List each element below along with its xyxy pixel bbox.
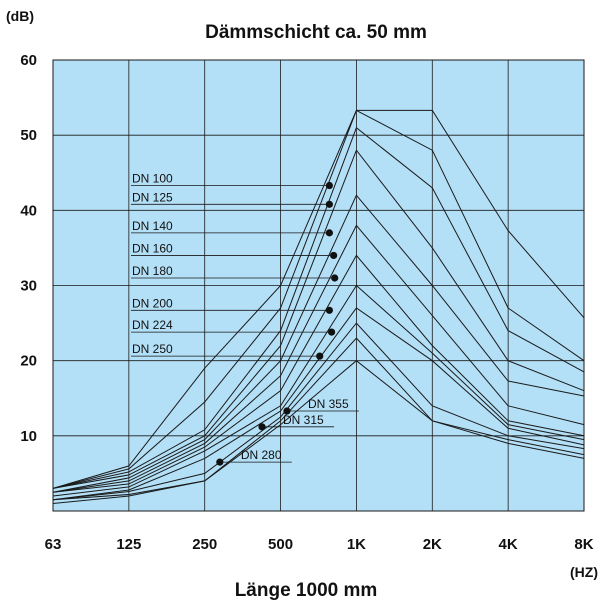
chart-title: Dämmschicht ca. 50 mm	[205, 22, 427, 43]
series-line	[52, 109, 585, 489]
label-marker-dot	[330, 251, 338, 260]
series-label: DN 140	[132, 219, 173, 233]
y-tick-label: 30	[20, 278, 37, 295]
label-marker-dot	[325, 306, 333, 314]
series-line	[52, 254, 585, 493]
series-line	[52, 360, 585, 504]
series-label: DN 250	[132, 342, 173, 356]
label-marker-dot	[325, 200, 333, 208]
series-label: DN 160	[132, 241, 173, 255]
series-line	[52, 337, 585, 501]
y-tick-label: 10	[20, 428, 37, 445]
x-tick-label: 2K	[423, 536, 442, 553]
label-marker-dot	[316, 352, 324, 360]
series-line	[52, 126, 585, 489]
x-tick-label: 4K	[499, 536, 518, 553]
x-tick-labels: 63 125 250 500 1K 2K 4K 8K	[45, 536, 594, 553]
y-tick-label: 50	[20, 127, 37, 144]
label-marker-dot	[325, 181, 333, 190]
y-unit-label: (dB)	[6, 8, 34, 24]
series-label: DN 100	[132, 172, 173, 186]
series-label: DN 315	[283, 413, 324, 427]
x-tick-label: 63	[45, 536, 62, 553]
label-marker-dot	[283, 407, 291, 415]
series-label: DN 224	[132, 318, 173, 332]
series-labels: DN 100 DN 125 DN 140 DN 160 DN 180 DN 200 DN 2…	[131, 172, 359, 466]
series-label: DN 280	[241, 448, 282, 462]
y-tick-labels: 10 20 30 40 50 60	[20, 52, 37, 445]
series-label: DN 200	[132, 296, 173, 310]
series-label: DN 355	[308, 397, 349, 411]
series-line	[52, 109, 585, 489]
label-marker-dot	[327, 328, 336, 336]
x-tick-label: 250	[192, 536, 217, 553]
series-line	[52, 284, 585, 497]
y-tick-label: 20	[20, 353, 37, 370]
y-tick-label: 40	[20, 202, 37, 219]
x-tick-label: 500	[268, 536, 293, 553]
label-marker-dot	[258, 423, 266, 431]
series-line	[52, 149, 585, 489]
x-tick-label: 8K	[574, 536, 593, 553]
label-marker-dot	[325, 229, 333, 237]
x-tick-label: 1K	[347, 536, 366, 553]
x-unit-label: (HZ)	[570, 564, 598, 580]
y-tick-label: 60	[20, 52, 37, 69]
series-line	[52, 224, 585, 493]
label-marker-dot	[331, 274, 339, 282]
series-label: DN 180	[132, 264, 173, 278]
x-tick-label: 125	[116, 536, 141, 553]
label-marker-dot	[216, 458, 224, 466]
series-lines	[52, 109, 585, 504]
x-axis-title: Länge 1000 mm	[235, 580, 378, 601]
series-label: DN 125	[132, 190, 173, 204]
plot-frame	[52, 59, 585, 512]
series-line	[52, 322, 585, 501]
